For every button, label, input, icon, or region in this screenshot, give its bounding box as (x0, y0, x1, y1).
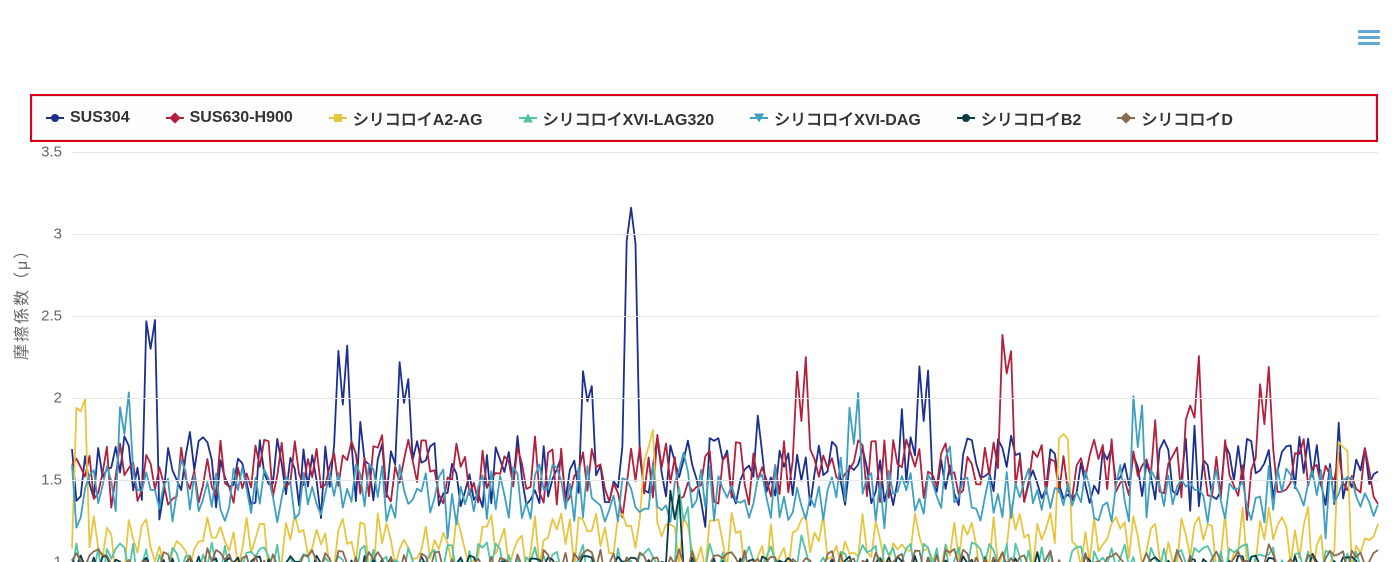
legend-swatch (1117, 112, 1135, 124)
legend-item[interactable]: シリコロイXVI-LAG320 (519, 106, 715, 130)
legend-swatch (957, 112, 975, 124)
hamburger-menu-icon[interactable] (1358, 30, 1380, 48)
legend-item[interactable]: SUS304 (46, 109, 130, 127)
chart-container: SUS304 SUS630-H900 シリコロイA2-AG シリコロイXVI-LAG3… (0, 0, 1400, 562)
y-tick-label: 1.5 (22, 472, 62, 489)
plot-area (72, 152, 1378, 562)
y-tick-label: 3 (22, 226, 62, 243)
legend: SUS304 SUS630-H900 シリコロイA2-AG シリコロイXVI-LAG3… (30, 94, 1378, 142)
legend-label: SUS304 (70, 109, 130, 127)
y-tick-label: 2.5 (22, 308, 62, 325)
legend-label: シリコロイD (1141, 106, 1233, 130)
y-tick-label: 1 (22, 554, 62, 562)
legend-item[interactable]: シリコロイA2-AG (329, 106, 483, 130)
gridline (72, 316, 1378, 317)
gridline (72, 234, 1378, 235)
legend-swatch (750, 112, 768, 124)
legend-swatch (329, 112, 347, 124)
y-tick-label: 2 (22, 390, 62, 407)
y-axis-label: 摩擦係数（μ） (8, 241, 32, 360)
legend-label: シリコロイA2-AG (353, 106, 483, 130)
legend-label: シリコロイXVI-DAG (774, 106, 921, 130)
gridline (72, 398, 1378, 399)
y-tick-label: 3.5 (22, 144, 62, 161)
legend-swatch (519, 112, 537, 124)
legend-item[interactable]: SUS630-H900 (166, 109, 293, 127)
gridline (72, 480, 1378, 481)
legend-swatch (46, 112, 64, 124)
legend-label: SUS630-H900 (190, 109, 293, 127)
legend-item[interactable]: シリコロイXVI-DAG (750, 106, 921, 130)
legend-swatch (166, 112, 184, 124)
gridline (72, 152, 1378, 153)
legend-item[interactable]: シリコロイB2 (957, 106, 1081, 130)
legend-label: シリコロイB2 (981, 106, 1081, 130)
legend-item[interactable]: シリコロイD (1117, 106, 1233, 130)
legend-label: シリコロイXVI-LAG320 (543, 106, 715, 130)
